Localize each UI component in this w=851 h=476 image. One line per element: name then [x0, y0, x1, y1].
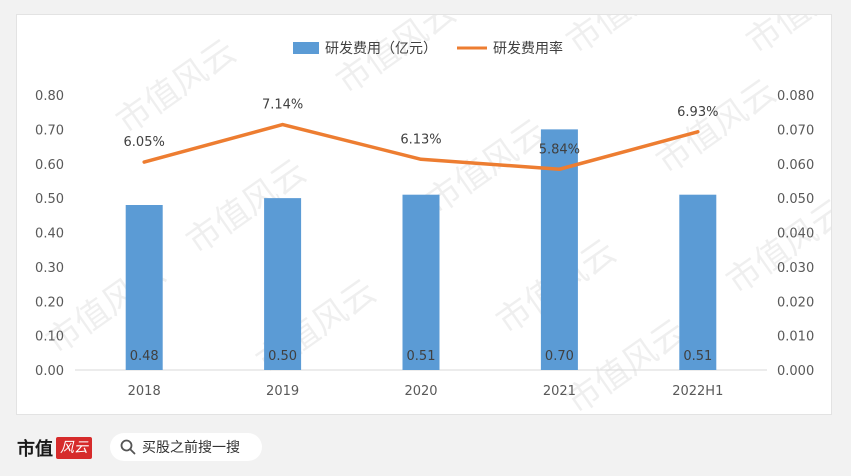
legend: 研发费用（亿元） 研发费用率	[293, 40, 563, 57]
left-axis-tick: 0.60	[35, 158, 64, 173]
x-axis-tick: 2018	[128, 384, 161, 399]
left-axis-tick: 0.80	[35, 89, 64, 104]
right-axis-tick: 0.070	[777, 123, 814, 138]
line-point	[419, 157, 423, 161]
right-axis-tick: 0.000	[777, 364, 814, 379]
bar-data-label: 0.70	[545, 349, 574, 364]
right-axis-tick: 0.060	[777, 158, 814, 173]
x-axis-tick: 2021	[543, 384, 576, 399]
line-data-label: 5.84%	[539, 142, 580, 157]
line-data-label: 6.05%	[124, 135, 165, 150]
line-point	[557, 167, 561, 171]
bar-data-label: 0.48	[130, 349, 159, 364]
legend-bar-swatch	[293, 42, 319, 54]
footer: 市值 风云 买股之前搜一搜	[0, 424, 851, 476]
chart: 市值风云市值风云市值风云市值风云市值风云市值风云市值风云市值风云市值风云市值风云…	[35, 15, 831, 414]
left-axis: 0.00 0.10 0.20 0.30 0.40 0.50 0.60 0.70 0.80	[35, 89, 64, 379]
left-axis-tick: 0.30	[35, 261, 64, 276]
x-axis-tick: 2020	[404, 384, 437, 399]
x-axis-tick: 2022H1	[672, 384, 723, 399]
left-axis-tick: 0.00	[35, 364, 64, 379]
search-icon	[120, 439, 136, 455]
bar	[125, 205, 163, 370]
search-box[interactable]: 买股之前搜一搜	[110, 433, 262, 461]
line-data-label: 6.93%	[677, 105, 718, 120]
watermark-text: 市值风云	[649, 72, 783, 183]
watermark-text: 市值风云	[109, 32, 243, 143]
line-point	[281, 123, 285, 127]
brand-badge: 风云	[56, 437, 92, 459]
chart-card: 市值风云市值风云市值风云市值风云市值风云市值风云市值风云市值风云市值风云市值风云…	[16, 14, 832, 415]
line-data-label: 7.14%	[262, 98, 303, 113]
x-axis-tick: 2019	[266, 384, 299, 399]
legend-bar-label: 研发费用（亿元）	[325, 41, 437, 57]
right-axis-tick: 0.080	[777, 89, 814, 104]
left-axis-tick: 0.50	[35, 192, 64, 207]
right-axis: 0.000 0.010 0.020 0.030 0.040 0.050 0.060 0.070…	[777, 89, 814, 379]
line-point	[142, 160, 146, 164]
bar-data-label: 0.50	[268, 349, 297, 364]
legend-line-label: 研发费用率	[493, 40, 563, 57]
watermark-text: 市值风云	[739, 15, 831, 62]
left-axis-tick: 0.10	[35, 330, 64, 345]
x-axis: 2018 2019 2020 2021 2022H1	[128, 384, 724, 399]
right-axis-tick: 0.050	[777, 192, 814, 207]
brand-name: 市值	[17, 439, 53, 460]
watermark-text: 市值风云	[329, 15, 463, 102]
line-point	[696, 130, 700, 134]
brand-logo: 市值 风云	[17, 436, 92, 460]
right-axis-tick: 0.040	[777, 227, 814, 242]
bar-data-label: 0.51	[683, 349, 712, 364]
left-axis-tick: 0.20	[35, 295, 64, 310]
watermark-text: 市值风云	[719, 192, 831, 303]
line-series: 6.05% 7.14% 6.13% 5.84% 6.93%	[124, 98, 718, 171]
right-axis-tick: 0.010	[777, 330, 814, 345]
bar	[264, 198, 302, 370]
search-placeholder: 买股之前搜一搜	[142, 440, 240, 456]
left-axis-tick: 0.40	[35, 227, 64, 242]
right-axis-tick: 0.020	[777, 295, 814, 310]
right-axis-tick: 0.030	[777, 261, 814, 276]
left-axis-tick: 0.70	[35, 123, 64, 138]
bar	[402, 194, 440, 370]
bar-data-label: 0.51	[407, 349, 436, 364]
bar	[679, 194, 717, 370]
line-data-label: 6.13%	[400, 132, 441, 147]
watermark-text: 市值风云	[559, 15, 693, 62]
